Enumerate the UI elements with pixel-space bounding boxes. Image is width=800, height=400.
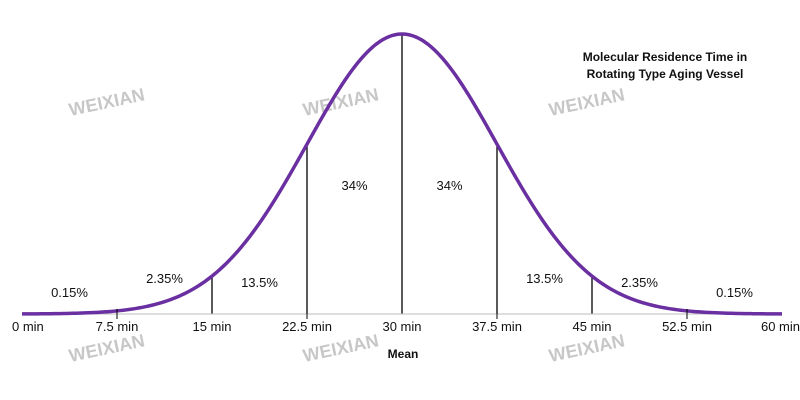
chart-title-line-2: Rotating Type Aging Vessel <box>587 67 744 81</box>
x-axis-title: Mean <box>388 347 419 361</box>
reference-lines <box>211 34 593 314</box>
x-tick-label: 60 min <box>761 319 800 334</box>
watermark-text: WEIXIAN <box>301 330 380 366</box>
x-tick-label: 37.5 min <box>472 319 522 334</box>
x-tick-label: 30 min <box>382 319 421 334</box>
region-percentage-label: 34% <box>436 178 462 193</box>
chart-title: Molecular Residence Time in Rotating Typ… <box>583 50 748 81</box>
region-percentage-label: 13.5% <box>241 275 278 290</box>
x-tick-label: 15 min <box>192 319 231 334</box>
region-percentage-label: 2.35% <box>146 271 183 286</box>
region-labels: 0.15% 2.35% 13.5% 34% 34% 13.5% 2.35% 0.15% <box>51 178 753 300</box>
region-percentage-label: 0.15% <box>716 285 753 300</box>
x-tick-label: 45 min <box>572 319 611 334</box>
watermark-text: WEIXIAN <box>547 330 626 366</box>
region-percentage-label: 13.5% <box>526 271 563 286</box>
x-tick-label: 0 min <box>12 319 44 334</box>
x-tick-labels: 0 min 7.5 min 15 min 22.5 min 30 min 37.5 min… <box>12 309 800 334</box>
x-tick-label: 7.5 min <box>96 319 139 334</box>
watermark-text: WEIXIAN <box>67 84 146 120</box>
x-tick-label: 52.5 min <box>662 319 712 334</box>
watermark-text: WEIXIAN <box>67 330 146 366</box>
chart-title-line-1: Molecular Residence Time in <box>583 50 748 64</box>
distribution-curve <box>21 32 783 316</box>
region-percentage-label: 2.35% <box>621 275 658 290</box>
watermark-text: WEIXIAN <box>547 84 626 120</box>
x-tick-label: 22.5 min <box>282 319 332 334</box>
region-percentage-label: 34% <box>341 178 367 193</box>
region-percentage-label: 0.15% <box>51 285 88 300</box>
